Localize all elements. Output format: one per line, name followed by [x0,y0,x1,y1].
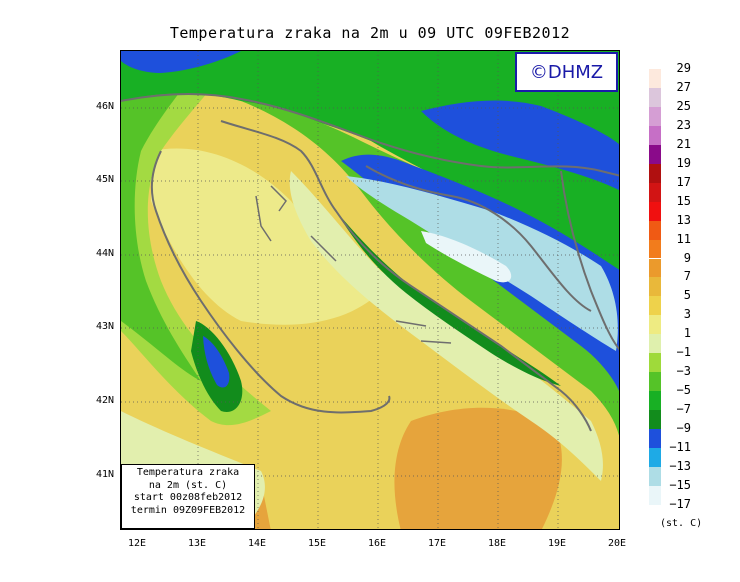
island-cres [255,195,272,242]
legend-swatch [649,315,661,335]
legend-swatch [649,410,661,430]
legend-swatch [649,372,661,392]
legend-label: 25 [676,98,691,113]
legend-swatch [649,334,661,354]
legend-label: 13 [676,212,691,227]
legend-swatch [649,201,661,221]
northeast-blue [421,100,619,191]
legend-swatch [649,277,661,297]
island-korcula [420,340,452,344]
legend-units: (st. C) [660,518,703,529]
legend-label: 7 [683,269,691,284]
legend-label: 27 [676,79,691,94]
coastal-strip [289,171,603,481]
snow-patch [421,231,512,283]
island-hvar [395,320,427,327]
graticule [121,51,619,529]
legend-swatch [649,353,661,373]
lon-label: 12E [127,538,147,549]
lat-label: 42N [95,395,114,406]
lat-label: 41N [95,469,114,480]
legend-label: 17 [676,174,691,189]
map-title: Temperatura zraka na 2m u 09 UTC 09FEB20… [169,24,571,42]
legend-swatch [649,239,661,259]
legend-label: −7 [676,402,691,417]
legend-swatch [649,448,661,467]
coastline-adriatic [150,150,391,414]
legend-swatch [649,220,661,240]
lat-label: 46N [95,101,114,112]
lon-label: 17E [427,538,447,549]
info-line-3: start 00z08feb2012 [133,492,243,503]
legend-label: 9 [683,250,691,265]
legend-swatch [649,182,661,202]
lon-label: 16E [367,538,387,549]
legend-label: −9 [676,421,691,436]
legend-label: 11 [676,231,691,246]
top-blue [121,51,241,73]
lon-label: 18E [487,538,507,549]
legend-swatch [649,485,661,505]
info-line-4: termin 09Z09FEB2012 [130,504,246,516]
legend-label: −11 [669,440,691,454]
light-sea-north [151,148,381,325]
info-line-2: na 2m (st. C) [148,479,228,491]
legend-label: 1 [683,326,691,341]
legend-label: −3 [676,364,691,379]
lat-label: 44N [95,248,114,259]
legend-label: 15 [676,193,691,208]
legend-swatch [649,429,661,448]
legend-swatch [649,296,661,316]
legend-swatch [649,466,661,486]
legend-swatch [649,87,661,107]
legend-swatch [649,69,661,88]
legend-label: −13 [669,458,691,473]
legend-label: 23 [676,117,691,132]
coastline-balkan [220,120,592,432]
lat-label: 43N [95,321,114,332]
legend-label: 21 [676,136,691,151]
warm-sea-south-east [394,407,562,529]
lon-label: 20E [607,538,627,549]
legend-swatch [649,163,661,183]
border-east [560,170,619,351]
legend-label: 5 [683,288,691,303]
lon-label: 15E [307,538,327,549]
island-pag [310,235,337,262]
lon-label: 19E [547,538,567,549]
lat-label: 45N [95,174,114,185]
legend-swatch [649,258,661,278]
legend-label: 3 [683,307,691,322]
legend-label: 29 [676,61,691,75]
lon-label: 14E [247,538,267,549]
info-line-1: Temperatura zraka [136,467,240,478]
legend-swatch [649,106,661,126]
legend-label: −17 [669,496,691,511]
lon-label: 13E [187,538,207,549]
legend-swatch [649,144,661,164]
italy-green-mid [121,51,211,381]
info-box: Temperatura zraka na 2m (st. C) start 00… [121,464,255,529]
map-canvas [121,51,619,529]
legend-swatch [649,391,661,411]
italy-blue [203,336,230,388]
legend-label: 19 [676,155,691,170]
legend-label: −1 [676,345,691,360]
legend-label: −15 [669,477,691,492]
legend-label: −5 [676,383,691,398]
legend-swatch [649,125,661,145]
border-north [121,92,619,177]
island-krk [270,185,287,212]
border-bih [365,165,592,312]
dhmz-logo: ©DHMZ [515,52,618,92]
temperature-map [120,50,620,530]
